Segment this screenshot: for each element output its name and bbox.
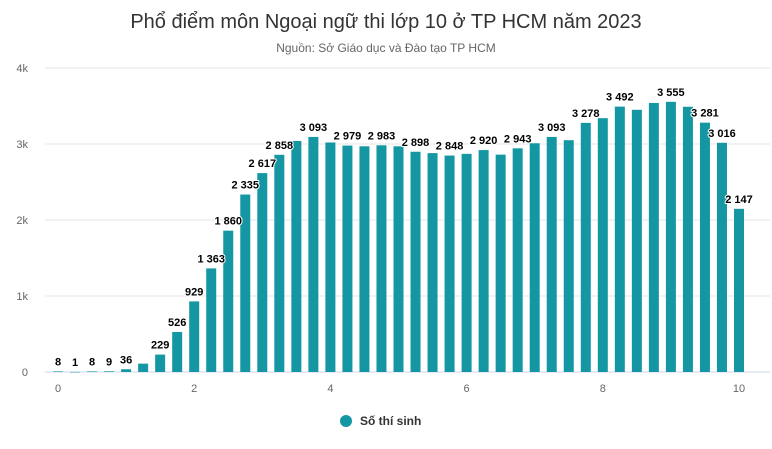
bar bbox=[393, 146, 404, 372]
bar bbox=[512, 148, 523, 372]
data-label: 2 617 bbox=[249, 158, 277, 170]
bar bbox=[172, 332, 183, 372]
bar bbox=[206, 268, 217, 372]
x-tick-label: 0 bbox=[55, 383, 61, 395]
x-tick-label: 2 bbox=[191, 383, 197, 395]
x-tick-label: 10 bbox=[733, 383, 745, 395]
legend-label: Số thí sinh bbox=[360, 414, 421, 428]
bar bbox=[223, 230, 234, 372]
bar bbox=[291, 140, 302, 372]
y-tick-label: 3k bbox=[16, 139, 28, 151]
data-label: 3 281 bbox=[691, 108, 719, 120]
data-label: 9 bbox=[106, 356, 112, 368]
bar bbox=[410, 151, 421, 372]
data-label: 2 898 bbox=[402, 137, 430, 149]
legend-item[interactable]: Số thí sinh bbox=[340, 414, 421, 428]
bar bbox=[478, 150, 489, 372]
data-label: 3 555 bbox=[657, 87, 685, 99]
bar bbox=[121, 369, 132, 372]
data-label: 229 bbox=[151, 340, 169, 352]
bar bbox=[189, 301, 200, 372]
bar bbox=[563, 140, 574, 372]
bar bbox=[631, 109, 642, 373]
bar bbox=[699, 122, 710, 372]
bar bbox=[87, 371, 98, 372]
x-tick-label: 8 bbox=[600, 383, 606, 395]
x-axis: 0 2 4 6 8 10 bbox=[55, 383, 745, 395]
bar bbox=[580, 122, 591, 372]
chart-subtitle: Nguồn: Sở Giáo dục và Đào tạo TP HCM bbox=[276, 41, 496, 55]
data-label: 2 335 bbox=[232, 180, 260, 192]
legend: Số thí sinh bbox=[340, 414, 421, 428]
bar bbox=[70, 371, 81, 373]
bar bbox=[342, 145, 353, 372]
bar-series bbox=[53, 101, 744, 373]
y-tick-label: 4k bbox=[16, 63, 28, 75]
bar bbox=[325, 142, 336, 372]
chart-title: Phổ điểm môn Ngoại ngữ thi lớp 10 ở TP H… bbox=[130, 11, 641, 33]
data-label: 8 bbox=[89, 356, 95, 368]
bar bbox=[155, 354, 166, 372]
data-label: 3 016 bbox=[708, 128, 736, 140]
bar bbox=[614, 106, 625, 372]
bar bbox=[427, 153, 438, 372]
y-tick-label: 0 bbox=[22, 367, 28, 379]
data-label: 2 920 bbox=[470, 135, 498, 147]
data-label: 3 278 bbox=[572, 108, 600, 120]
data-label: 3 492 bbox=[606, 92, 634, 104]
bar bbox=[444, 155, 455, 372]
data-label: 3 093 bbox=[538, 122, 566, 134]
data-label: 2 848 bbox=[436, 141, 464, 153]
bar bbox=[138, 363, 149, 372]
bar bbox=[461, 153, 472, 372]
bar bbox=[648, 102, 659, 373]
data-label: 3 093 bbox=[300, 122, 328, 134]
data-label: 1 363 bbox=[197, 253, 225, 265]
x-tick-label: 6 bbox=[464, 383, 470, 395]
bar bbox=[53, 371, 63, 372]
bar bbox=[308, 136, 319, 372]
bar bbox=[376, 145, 387, 372]
bar bbox=[359, 146, 370, 372]
bar bbox=[104, 371, 115, 372]
data-label: 2 983 bbox=[368, 130, 396, 142]
data-label: 1 bbox=[72, 357, 78, 369]
data-label: 2 858 bbox=[266, 140, 294, 152]
data-label: 2 979 bbox=[334, 131, 362, 143]
bar bbox=[274, 154, 285, 372]
data-label: 929 bbox=[185, 286, 203, 298]
bar bbox=[597, 118, 608, 372]
data-label: 8 bbox=[55, 356, 61, 368]
bar bbox=[495, 154, 506, 372]
bar bbox=[529, 143, 540, 372]
bar bbox=[546, 136, 557, 372]
bar bbox=[665, 101, 676, 372]
gridlines bbox=[45, 67, 770, 373]
y-tick-label: 1k bbox=[16, 291, 28, 303]
bar bbox=[257, 173, 268, 372]
data-label: 526 bbox=[168, 317, 186, 329]
data-label: 2 943 bbox=[504, 133, 532, 145]
x-tick-label: 4 bbox=[327, 383, 333, 395]
bar bbox=[682, 106, 693, 372]
data-label: 36 bbox=[120, 354, 132, 366]
data-label: 1 860 bbox=[214, 216, 242, 228]
y-tick-label: 2k bbox=[16, 215, 28, 227]
bar bbox=[716, 142, 727, 372]
bar bbox=[734, 208, 744, 372]
bar bbox=[240, 194, 251, 372]
legend-marker-icon bbox=[340, 415, 352, 427]
data-label: 2 147 bbox=[725, 194, 753, 206]
y-axis: 0 1k 2k 3k 4k bbox=[16, 63, 28, 379]
